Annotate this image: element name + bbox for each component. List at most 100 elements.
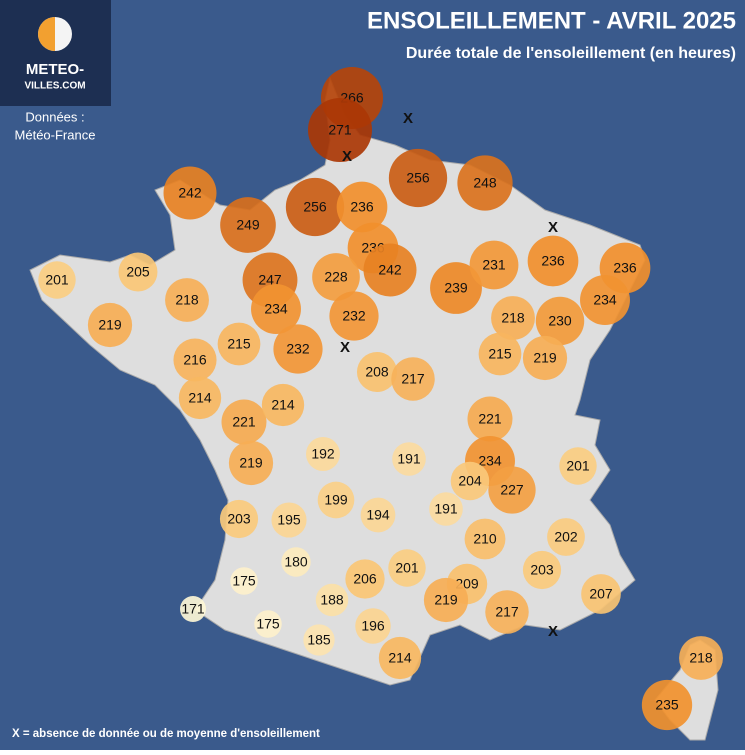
sunshine-bubble xyxy=(38,261,76,299)
sunshine-bubble xyxy=(180,596,206,622)
sunshine-bubble xyxy=(165,278,209,322)
sunshine-bubble xyxy=(388,148,448,208)
sunshine-label: 214 xyxy=(271,397,295,413)
sunshine-bubble xyxy=(363,243,417,297)
missing-marker: X xyxy=(342,148,352,165)
sunshine-bubble xyxy=(580,275,630,325)
sunshine-label: 218 xyxy=(501,310,525,326)
sunshine-bubble xyxy=(251,284,301,334)
sunshine-label: 248 xyxy=(473,175,497,191)
sunshine-bubble xyxy=(271,502,307,538)
sunshine-bubble xyxy=(378,636,422,680)
sunshine-bubble xyxy=(457,155,513,211)
sunshine-label: 232 xyxy=(286,341,310,357)
sunshine-label: 256 xyxy=(406,170,430,186)
sunshine-bubble xyxy=(173,338,217,382)
sunshine-label: 234 xyxy=(478,453,502,469)
sunshine-label: 218 xyxy=(175,292,199,308)
sunshine-label: 228 xyxy=(324,269,348,285)
sunshine-bubble xyxy=(308,98,372,162)
sunshine-bubble xyxy=(581,574,621,614)
sunshine-label: 219 xyxy=(434,592,458,608)
missing-marker: X xyxy=(340,339,350,356)
logo-text: VILLES.COM xyxy=(24,81,85,92)
sunshine-label: 205 xyxy=(126,264,150,280)
sunshine-bubble xyxy=(388,549,426,587)
sunshine-bubble xyxy=(303,624,335,656)
sunshine-label: 221 xyxy=(232,414,256,430)
sunshine-bubble xyxy=(559,447,597,485)
sunshine-bubble xyxy=(522,550,562,590)
sunshine-label: 242 xyxy=(378,262,402,278)
sunshine-bubble xyxy=(281,547,311,577)
sunshine-bubble xyxy=(547,518,585,556)
sunshine-bubble xyxy=(478,332,522,376)
sunshine-bubble xyxy=(254,610,282,638)
sunshine-label: 204 xyxy=(458,473,482,489)
sunshine-bubble xyxy=(178,376,222,420)
sunshine-label: 249 xyxy=(236,217,260,233)
sunshine-bubble xyxy=(430,262,482,314)
sunshine-bubble xyxy=(336,181,388,233)
sunshine-label: 188 xyxy=(320,592,344,608)
sunshine-label: 236 xyxy=(613,260,637,276)
sunshine-label: 191 xyxy=(434,501,458,517)
sunshine-label: 271 xyxy=(328,122,352,138)
sunshine-bubble xyxy=(345,559,385,599)
sunshine-bubble xyxy=(306,437,340,471)
sunshine-bubble xyxy=(467,396,513,442)
source-text: Météo-France xyxy=(15,127,96,142)
sunshine-bubble xyxy=(392,442,426,476)
sunshine-label: 202 xyxy=(554,529,578,545)
sunshine-bubble xyxy=(312,253,360,301)
sunshine-label: 227 xyxy=(500,482,524,498)
sunshine-label: 191 xyxy=(397,451,421,467)
sunshine-label: 219 xyxy=(239,455,263,471)
sunshine-label: 247 xyxy=(258,272,282,288)
sunshine-label: 175 xyxy=(232,573,256,589)
sunshine-label: 216 xyxy=(183,352,207,368)
sunshine-bubble xyxy=(360,497,396,533)
sunshine-label: 236 xyxy=(350,199,374,215)
sunshine-label: 235 xyxy=(655,697,679,713)
sunshine-label: 207 xyxy=(589,586,613,602)
title: ENSOLEILLEMENT - AVRIL 2025 xyxy=(367,7,736,34)
sunshine-label: 194 xyxy=(366,507,390,523)
sunshine-bubble xyxy=(464,518,506,560)
sunshine-bubble xyxy=(220,197,276,253)
sunshine-label: 221 xyxy=(478,411,502,427)
missing-marker: X xyxy=(548,623,558,640)
sunshine-bubble xyxy=(641,679,693,731)
sunshine-bubble xyxy=(522,335,568,381)
sunshine-label: 199 xyxy=(324,492,348,508)
sunshine-label: 231 xyxy=(482,257,506,273)
sunshine-bubble xyxy=(527,235,579,287)
sunshine-bubble xyxy=(118,252,158,292)
sunshine-bubble xyxy=(163,166,217,220)
sunshine-label: 219 xyxy=(533,350,557,366)
sunshine-bubble xyxy=(679,636,723,680)
sunshine-label: 215 xyxy=(227,336,251,352)
sunshine-bubble xyxy=(329,291,379,341)
sunshine-label: 232 xyxy=(342,308,366,324)
sunshine-bubble xyxy=(221,399,267,445)
legend-note: X = absence de donnée ou de moyenne d'en… xyxy=(12,728,320,740)
sunshine-bubble xyxy=(315,583,349,617)
sunshine-label: 201 xyxy=(395,560,419,576)
sunshine-bubble xyxy=(217,322,261,366)
sunshine-bubble xyxy=(317,481,355,519)
sunshine-label: 242 xyxy=(178,185,202,201)
logo-text: METEO- xyxy=(26,61,84,78)
sunshine-bubble xyxy=(488,466,536,514)
sunshine-bubble xyxy=(355,608,391,644)
sunshine-label: 214 xyxy=(388,650,412,666)
sunshine-bubble xyxy=(230,567,258,595)
sunshine-bubble xyxy=(491,296,535,340)
sunshine-label: 180 xyxy=(284,554,308,570)
sunshine-label: 214 xyxy=(188,390,212,406)
sunshine-label: 215 xyxy=(488,346,512,362)
sunshine-label: 234 xyxy=(593,292,617,308)
sunshine-bubble xyxy=(356,351,398,393)
missing-marker: X xyxy=(548,219,558,236)
